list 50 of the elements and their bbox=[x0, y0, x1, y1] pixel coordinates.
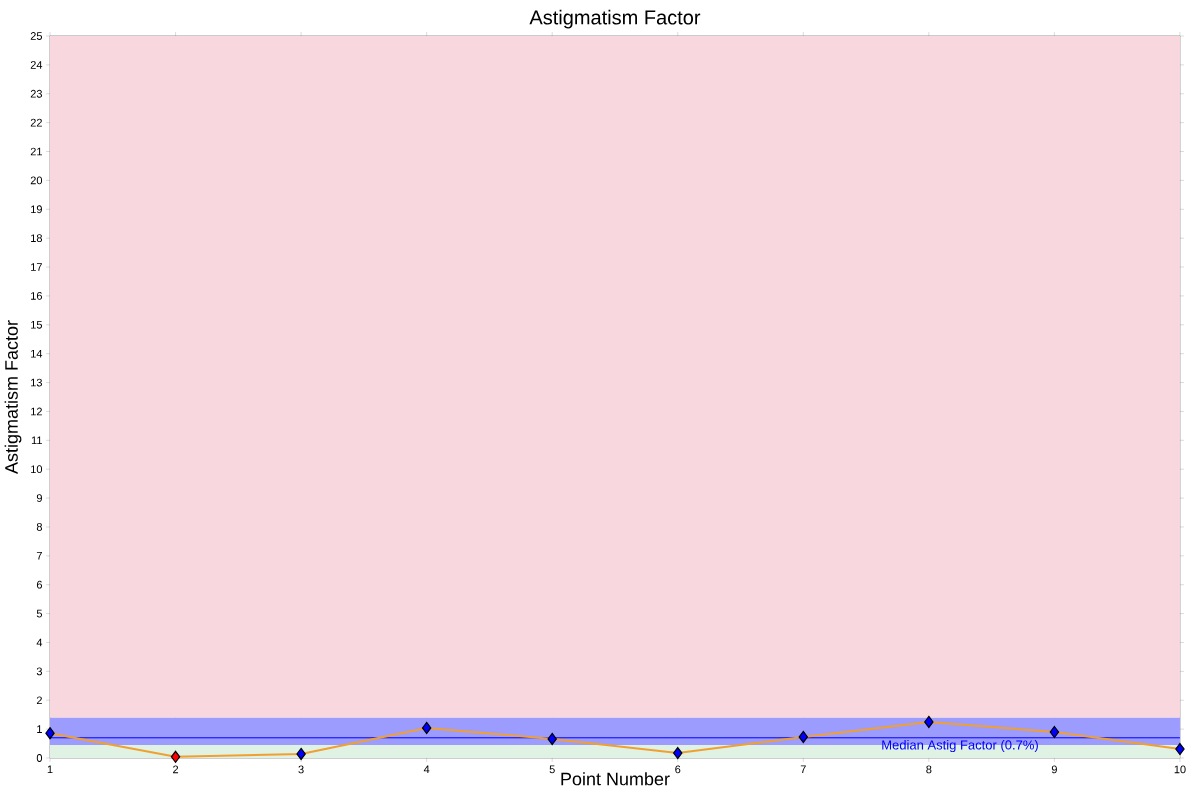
point bbox=[1049, 725, 1060, 739]
y-tick-label: 8 bbox=[36, 523, 42, 531]
point bbox=[421, 721, 432, 735]
y-tick-label: 21 bbox=[30, 147, 42, 156]
y-tick-label: 10 bbox=[31, 465, 43, 474]
y-tick-label: 12 bbox=[31, 407, 42, 416]
x-tick-label: 7 bbox=[800, 765, 806, 774]
x-tick-label: 5 bbox=[549, 765, 555, 774]
x-tick-label: 4 bbox=[423, 765, 430, 774]
y-tick-label: 7 bbox=[36, 552, 42, 560]
y-tick-label: 5 bbox=[36, 609, 43, 618]
y-tick-label: 15 bbox=[31, 320, 43, 329]
x-axis-title: Point Number bbox=[561, 772, 670, 786]
y-tick-label: 13 bbox=[31, 378, 42, 387]
y-tick-label: 6 bbox=[36, 580, 42, 589]
point bbox=[547, 732, 557, 746]
point bbox=[296, 747, 306, 761]
chart-title: Astigmatism Factor bbox=[529, 9, 701, 29]
y-tick-label: 22 bbox=[30, 118, 42, 127]
point bbox=[673, 746, 683, 760]
y-tick-label: 2 bbox=[36, 696, 42, 705]
x-tick-label: 6 bbox=[675, 765, 681, 774]
y-tick-label: 4 bbox=[36, 638, 43, 647]
point bbox=[924, 715, 934, 728]
x-tick-label: 1 bbox=[47, 765, 53, 774]
y-tick-label: 17 bbox=[31, 263, 42, 271]
y-tick-label: 3 bbox=[36, 667, 42, 676]
y-tick-label: 18 bbox=[31, 234, 42, 243]
y-tick-label: 16 bbox=[31, 292, 42, 300]
y-axis-title: Astigmatism Factor bbox=[4, 320, 22, 474]
point bbox=[170, 750, 181, 763]
ref-line-label: Median Astig Factor (0.7%) bbox=[882, 739, 1038, 753]
y-tick-label: 14 bbox=[31, 349, 43, 358]
y-tick-label: 9 bbox=[36, 494, 42, 502]
y-tick-label: 11 bbox=[31, 436, 42, 445]
y-tick-label: 23 bbox=[30, 89, 42, 98]
x-tick-label: 2 bbox=[173, 765, 179, 774]
point bbox=[45, 727, 55, 740]
x-tick-label: 8 bbox=[926, 765, 932, 774]
y-tick-label: 20 bbox=[30, 176, 43, 185]
x-tick-label: 10 bbox=[1174, 765, 1186, 774]
y-tick-label: 0 bbox=[36, 754, 43, 762]
x-tick-label: 9 bbox=[1051, 765, 1057, 774]
y-tick-label: 19 bbox=[31, 205, 42, 214]
y-tick-label: 1 bbox=[37, 725, 42, 733]
y-tick-label: 25 bbox=[30, 32, 43, 40]
y-tick-label: 24 bbox=[30, 61, 43, 69]
point bbox=[1175, 742, 1185, 756]
point bbox=[798, 730, 809, 744]
x-tick-label: 3 bbox=[298, 765, 304, 774]
